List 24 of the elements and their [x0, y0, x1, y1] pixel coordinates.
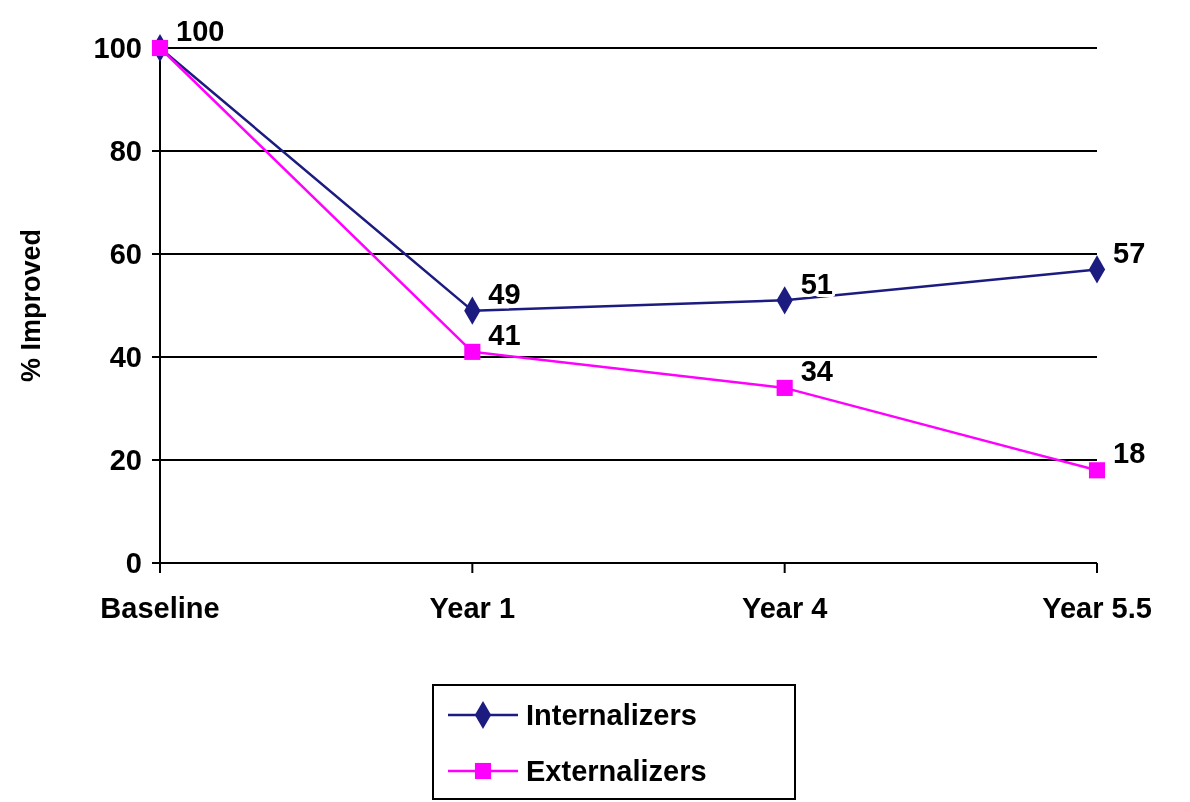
legend-label: Internalizers: [526, 699, 697, 732]
legend-label: Externalizers: [526, 755, 707, 788]
data-label: 51: [800, 267, 833, 300]
point: [776, 379, 793, 396]
data-label: 100: [176, 15, 225, 48]
data-label: 41: [488, 319, 521, 351]
y-tick-label: 0: [125, 547, 142, 580]
y-axis-title: % Improved: [16, 228, 46, 383]
data-label: 49: [488, 277, 521, 310]
y-tick-label: 60: [109, 238, 142, 271]
data-label: 57: [1113, 236, 1146, 269]
y-tick-label: 20: [109, 444, 142, 477]
y-tick-label: 80: [109, 135, 142, 168]
point: [464, 343, 481, 360]
point: [1088, 462, 1106, 479]
x-tick-label: Year 4: [741, 592, 828, 624]
x-tick-label: Baseline: [100, 592, 220, 624]
x-tick-label: Year 1: [429, 592, 516, 624]
y-tick-label: 40: [109, 341, 142, 374]
x-tick-label: Year 5.5: [1042, 592, 1152, 624]
data-label: 34: [800, 355, 833, 388]
y-tick-label: 100: [93, 32, 142, 65]
data-label: 18: [1113, 437, 1146, 470]
point: [151, 39, 169, 57]
